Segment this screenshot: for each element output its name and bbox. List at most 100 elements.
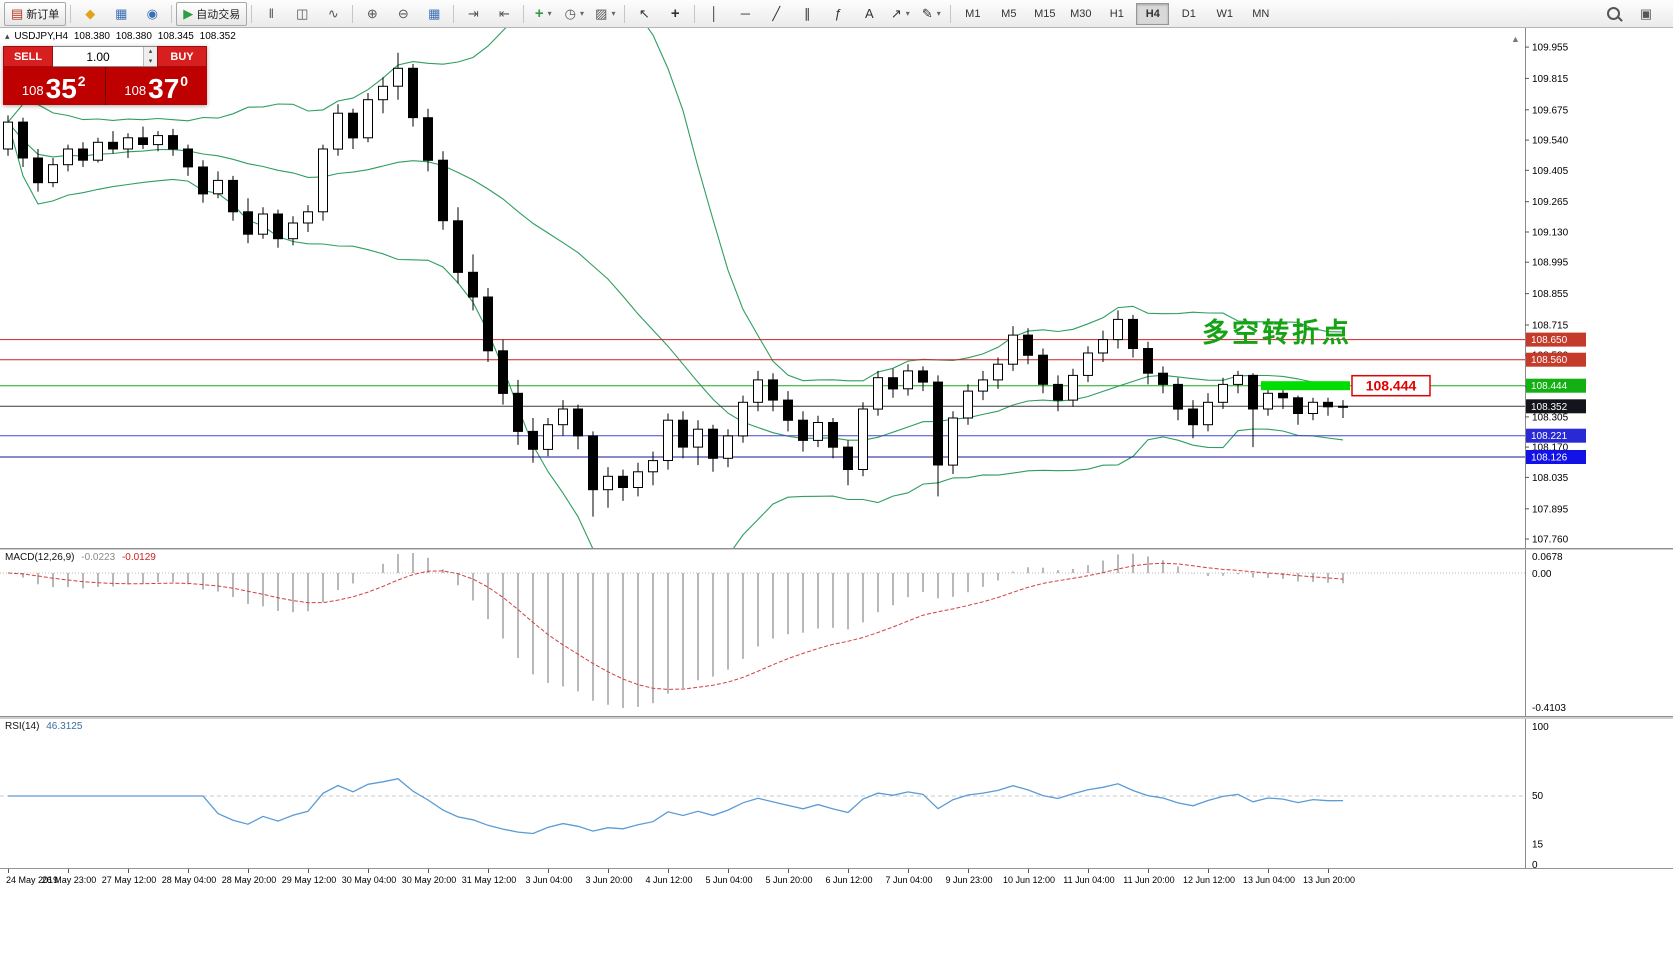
candle-bear xyxy=(1278,392,1288,399)
time-axis[interactable]: 24 May 2019 26 May 23:00 27 May 12:00 28 Ma… xyxy=(0,868,1673,895)
new-order-button[interactable]: ▤ 新订单 xyxy=(4,1,67,26)
symbol-name: USDJPY,H4 xyxy=(14,31,69,42)
svg-text:108.444: 108.444 xyxy=(1366,378,1417,394)
templates-button[interactable]: ▨ ▾ xyxy=(590,2,620,26)
chart-annotation[interactable]: 多空转折点 xyxy=(1202,318,1352,348)
autotrading-button[interactable]: ▶ 自动交易 xyxy=(176,1,248,26)
community-icon: ◉ xyxy=(146,6,158,21)
timeframe-h1-button[interactable]: H1 xyxy=(1109,7,1124,20)
toolbar-separator xyxy=(523,4,525,23)
bar-chart-button[interactable]: ‖ xyxy=(256,2,286,26)
trade-panel-collapse-icon[interactable]: ▴ xyxy=(5,31,10,41)
time-tick xyxy=(1268,869,1269,873)
fibonacci-retracement-button[interactable]: ƒ xyxy=(823,2,853,26)
zoom-out-button[interactable]: ⊖ xyxy=(388,2,418,26)
zoom-in-button[interactable]: ⊕ xyxy=(357,2,387,26)
trendline-icon: ╱ xyxy=(772,6,781,21)
candle-bear xyxy=(453,220,463,273)
candle-bull xyxy=(378,85,388,101)
volume-increase-button[interactable]: ▴ xyxy=(144,47,157,57)
candle-bear xyxy=(1173,383,1183,410)
market-watch-button[interactable]: ▦ xyxy=(106,2,136,26)
toolbar-separator xyxy=(624,4,626,23)
price-callout[interactable]: 108.444 xyxy=(1351,374,1431,397)
data-window-button[interactable]: ▣ xyxy=(1631,2,1661,26)
candle-bull xyxy=(93,141,103,161)
indicators-button[interactable]: + ▾ xyxy=(528,2,558,26)
candle-bear xyxy=(78,148,88,161)
timeframe-d1-button[interactable]: D1 xyxy=(1181,7,1196,20)
bollinger-lower-band[interactable] xyxy=(7,121,1344,548)
price-axis-label: 109.675 xyxy=(1532,105,1569,116)
candle-bull xyxy=(1233,374,1243,385)
candle-bull xyxy=(948,417,958,466)
metaeditor-button[interactable]: ◆ xyxy=(75,2,105,26)
candle-bear xyxy=(1248,374,1258,410)
candle-bull xyxy=(63,148,73,166)
vertical-line-button[interactable]: │ xyxy=(699,2,729,26)
time-axis-label: 29 May 12:00 xyxy=(281,875,337,885)
auto-scroll-button[interactable]: ⇥ xyxy=(458,2,488,26)
arrow-objects-button[interactable]: ↗ ▾ xyxy=(885,2,915,26)
timeframe-m15-button[interactable]: M15 xyxy=(1034,7,1056,20)
timeframe-m30-button[interactable]: M30 xyxy=(1070,7,1092,20)
new-order-icon: ▤ xyxy=(11,6,24,21)
candle-bear xyxy=(348,112,358,139)
sell-price-display[interactable]: 108 35 2 xyxy=(3,67,106,105)
candle-bull xyxy=(1218,383,1228,403)
horizontal-line-button[interactable]: ─ xyxy=(730,2,760,26)
svg-text:108.352: 108.352 xyxy=(1531,402,1568,413)
timeframe-m1-button[interactable]: M1 xyxy=(965,7,981,20)
equidistant-channel-button[interactable]: ∥ xyxy=(792,2,822,26)
equidistant-channel-icon: ∥ xyxy=(804,6,811,21)
crosshair-button[interactable]: + xyxy=(660,2,690,26)
panel-separator[interactable] xyxy=(0,548,1673,550)
bollinger-middle-band[interactable] xyxy=(7,121,1344,441)
sell-button[interactable]: SELL xyxy=(3,46,53,67)
panel-separator[interactable] xyxy=(0,716,1673,719)
time-tick xyxy=(1088,869,1089,873)
candle-bull xyxy=(543,424,553,450)
drawing-style-button[interactable]: ✎ ▾ xyxy=(916,2,946,26)
candle-bear xyxy=(678,419,688,448)
time-axis-label: 31 May 12:00 xyxy=(461,875,517,885)
community-button[interactable]: ◉ xyxy=(137,2,167,26)
rsi-panel[interactable]: 100 50 15 0 xyxy=(0,719,1673,868)
timeframe-m5-button[interactable]: M5 xyxy=(1001,7,1017,20)
candle-bear xyxy=(483,296,493,352)
buy-price-display[interactable]: 108 37 0 xyxy=(105,67,207,105)
scroll-to-end-icon[interactable]: ▲ xyxy=(1511,34,1520,44)
bollinger-upper-band[interactable] xyxy=(7,28,1344,382)
highlight-zone[interactable] xyxy=(1261,381,1350,391)
timeframe-h4-button[interactable]: H4 xyxy=(1136,2,1170,25)
timeframe-w1-button[interactable]: W1 xyxy=(1216,7,1234,20)
cursor-button[interactable]: ↖ xyxy=(629,2,659,26)
timeframe-mn-button[interactable]: MN xyxy=(1252,7,1270,20)
line-chart-button[interactable]: ∿ xyxy=(318,2,348,26)
time-tick xyxy=(788,869,789,873)
tile-windows-button[interactable]: ▦ xyxy=(419,2,449,26)
price-axis-label: 109.540 xyxy=(1532,136,1569,147)
price-axis-label: 107.895 xyxy=(1532,504,1569,515)
time-tick xyxy=(728,869,729,873)
volume-decrease-button[interactable]: ▾ xyxy=(144,56,157,66)
buy-button[interactable]: BUY xyxy=(157,46,207,67)
search-button[interactable] xyxy=(1598,2,1628,26)
macd-panel[interactable]: 0.0678 0.00 -0.4103 xyxy=(0,550,1673,716)
candlestick-chart-button[interactable]: ◫ xyxy=(287,2,317,26)
macd-signal-value: -0.0129 xyxy=(121,552,156,563)
main-chart[interactable]: 108.444 109.955 109.815 109.675 109.540 109.4… xyxy=(0,28,1673,548)
periods-button[interactable]: ◷ ▾ xyxy=(559,2,589,26)
price-axis-label: 108.035 xyxy=(1532,473,1569,484)
trendline-button[interactable]: ╱ xyxy=(761,2,791,26)
text-button[interactable]: A xyxy=(854,2,884,26)
volume-input[interactable] xyxy=(53,47,143,66)
candle-bull xyxy=(858,408,868,470)
candle-bear xyxy=(768,379,778,401)
price-axis-label: 108.305 xyxy=(1532,412,1569,423)
candle-bear xyxy=(573,408,583,437)
data-window-icon: ▣ xyxy=(1639,6,1653,21)
chart-shift-button[interactable]: ⇤ xyxy=(489,2,519,26)
candle-bear xyxy=(198,166,208,195)
fibonacci-retracement-icon: ƒ xyxy=(834,6,842,21)
